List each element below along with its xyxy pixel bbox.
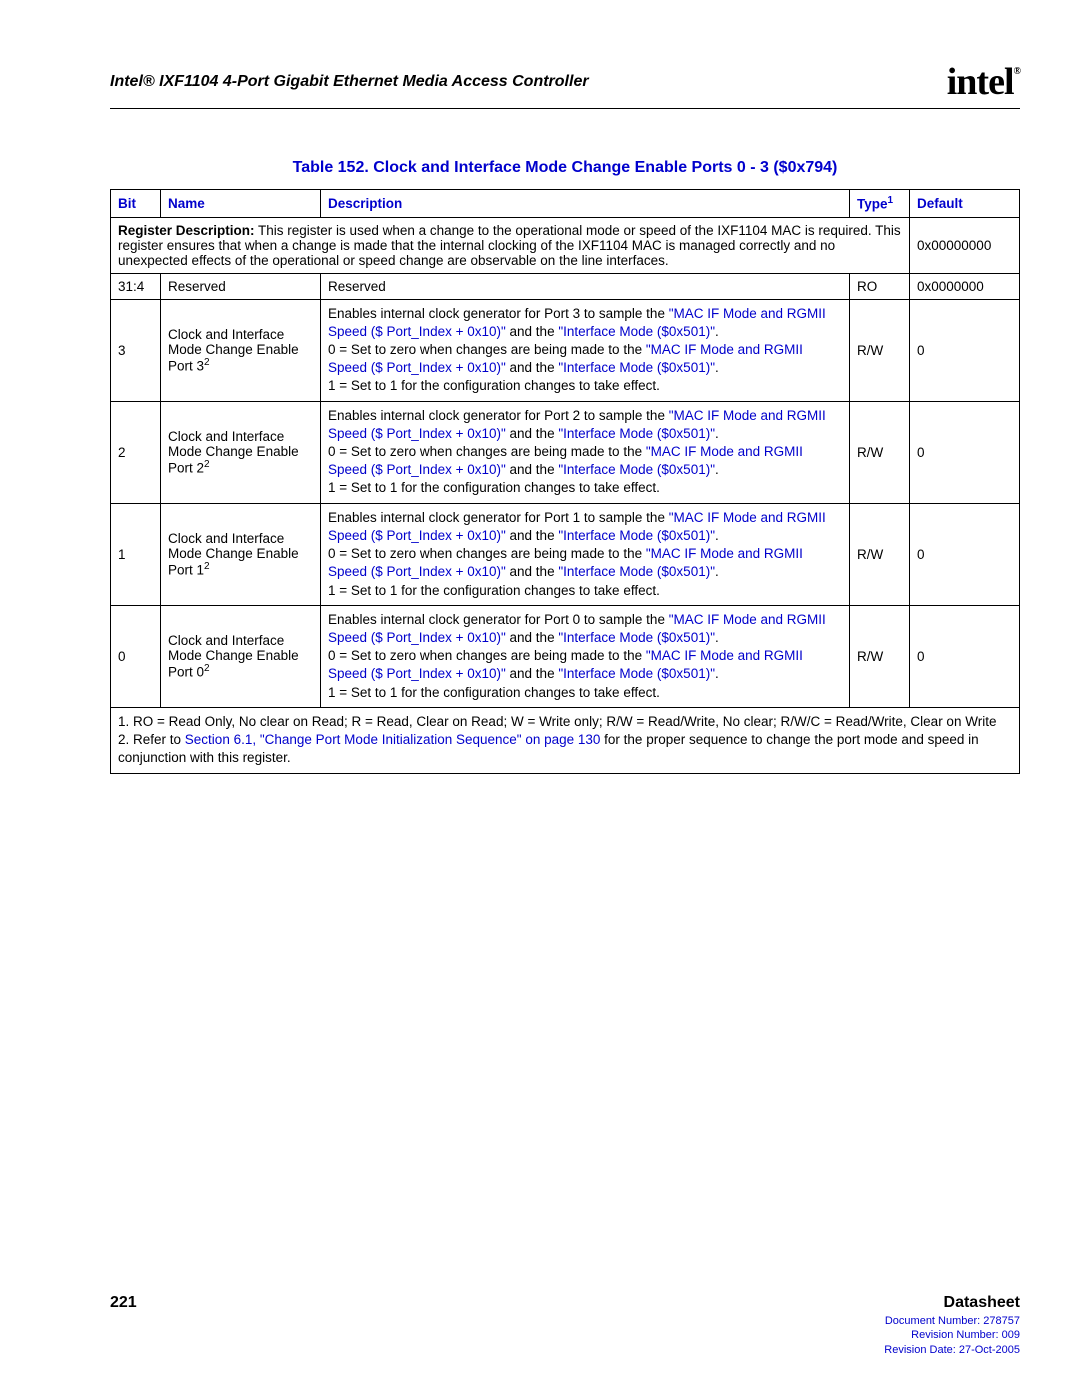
link-interface-mode[interactable]: "Interface Mode ($0x501)" — [558, 360, 715, 375]
col-description: Description — [321, 190, 850, 218]
table-row: 31:4 Reserved Reserved RO 0x0000000 — [111, 273, 1020, 299]
footnotes-cell: 1. RO = Read Only, No clear on Read; R =… — [111, 707, 1020, 773]
table-header-row: Bit Name Description Type1 Default — [111, 190, 1020, 218]
desc-cell: Enables internal clock generator for Por… — [321, 503, 850, 605]
table-caption: Table 152. Clock and Interface Mode Chan… — [110, 159, 1020, 177]
bit-cell: 1 — [111, 503, 161, 605]
doc-number: Document Number: 278757 — [110, 1314, 1020, 1328]
bit-cell: 3 — [111, 299, 161, 401]
register-default: 0x00000000 — [910, 217, 1020, 273]
page-header: Intel® IXF1104 4-Port Gigabit Ethernet M… — [110, 60, 1020, 109]
default-cell: 0 — [910, 605, 1020, 707]
name-cell: Reserved — [161, 273, 321, 299]
desc-cell: Enables internal clock generator for Por… — [321, 299, 850, 401]
table-row: 3 Clock and Interface Mode Change Enable… — [111, 299, 1020, 401]
link-interface-mode[interactable]: "Interface Mode ($0x501)" — [558, 630, 715, 645]
col-bit: Bit — [111, 190, 161, 218]
table-row: 1 Clock and Interface Mode Change Enable… — [111, 503, 1020, 605]
type-cell: R/W — [850, 605, 910, 707]
type-cell: RO — [850, 273, 910, 299]
col-name: Name — [161, 190, 321, 218]
default-cell: 0x0000000 — [910, 273, 1020, 299]
default-cell: 0 — [910, 299, 1020, 401]
rev-number: Revision Number: 009 — [110, 1328, 1020, 1342]
footnotes-row: 1. RO = Read Only, No clear on Read; R =… — [111, 707, 1020, 773]
link-interface-mode[interactable]: "Interface Mode ($0x501)" — [558, 324, 715, 339]
bit-cell: 2 — [111, 401, 161, 503]
default-cell: 0 — [910, 401, 1020, 503]
register-table: Bit Name Description Type1 Default Regis… — [110, 189, 1020, 774]
col-default: Default — [910, 190, 1020, 218]
page-footer: 221 Datasheet Document Number: 278757 Re… — [110, 1294, 1020, 1357]
name-cell: Clock and Interface Mode Change Enable P… — [161, 605, 321, 707]
register-description-cell: Register Description: This register is u… — [111, 217, 910, 273]
intel-logo: intel® — [947, 60, 1020, 104]
document-title: Intel® IXF1104 4-Port Gigabit Ethernet M… — [110, 73, 589, 91]
col-type: Type1 — [850, 190, 910, 218]
desc-cell: Enables internal clock generator for Por… — [321, 401, 850, 503]
register-description-row: Register Description: This register is u… — [111, 217, 1020, 273]
link-interface-mode[interactable]: "Interface Mode ($0x501)" — [558, 528, 715, 543]
name-cell: Clock and Interface Mode Change Enable P… — [161, 299, 321, 401]
link-interface-mode[interactable]: "Interface Mode ($0x501)" — [558, 462, 715, 477]
type-cell: R/W — [850, 401, 910, 503]
desc-cell: Enables internal clock generator for Por… — [321, 605, 850, 707]
table-row: 0 Clock and Interface Mode Change Enable… — [111, 605, 1020, 707]
link-interface-mode[interactable]: "Interface Mode ($0x501)" — [558, 426, 715, 441]
link-interface-mode[interactable]: "Interface Mode ($0x501)" — [558, 666, 715, 681]
footer-meta: Document Number: 278757 Revision Number:… — [110, 1314, 1020, 1357]
link-interface-mode[interactable]: "Interface Mode ($0x501)" — [558, 564, 715, 579]
type-cell: R/W — [850, 503, 910, 605]
footnote-1: 1. RO = Read Only, No clear on Read; R =… — [118, 713, 1012, 731]
table-row: 2 Clock and Interface Mode Change Enable… — [111, 401, 1020, 503]
footer-label: Datasheet — [944, 1294, 1020, 1312]
name-cell: Clock and Interface Mode Change Enable P… — [161, 401, 321, 503]
type-cell: R/W — [850, 299, 910, 401]
footnote-2: 2. Refer to Section 6.1, "Change Port Mo… — [118, 731, 1012, 767]
bit-cell: 31:4 — [111, 273, 161, 299]
page: Intel® IXF1104 4-Port Gigabit Ethernet M… — [0, 0, 1080, 1397]
rev-date: Revision Date: 27-Oct-2005 — [110, 1343, 1020, 1357]
desc-cell: Reserved — [321, 273, 850, 299]
page-number: 221 — [110, 1294, 137, 1312]
default-cell: 0 — [910, 503, 1020, 605]
name-cell: Clock and Interface Mode Change Enable P… — [161, 503, 321, 605]
bit-cell: 0 — [111, 605, 161, 707]
link-section-6-1[interactable]: Section 6.1, "Change Port Mode Initializ… — [185, 732, 601, 747]
